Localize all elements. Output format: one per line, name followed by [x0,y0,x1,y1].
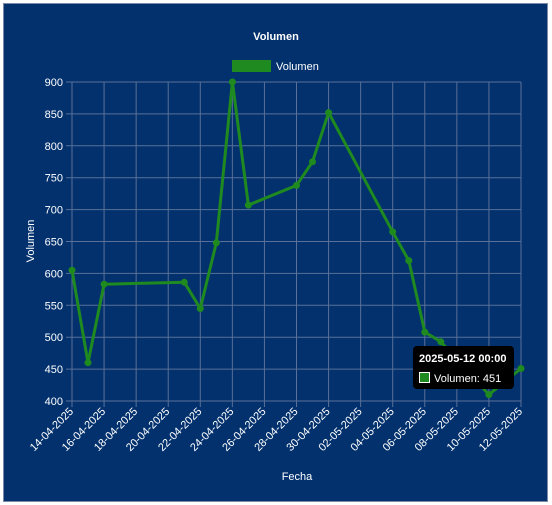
data-point[interactable] [405,257,413,265]
grid [66,81,522,407]
data-point[interactable] [485,391,493,399]
y-tick-label: 450 [45,364,63,376]
legend-label: Volumen [276,61,319,73]
y-axis-title: Volumen [25,220,37,263]
y-tick-label: 700 [45,205,63,217]
data-point[interactable] [421,328,429,336]
y-tick-label: 650 [45,237,63,249]
y-tick-label: 750 [45,173,63,185]
y-tick-label: 850 [45,109,63,121]
data-point[interactable] [180,278,188,286]
tooltip-swatch [419,372,430,383]
series-volumen[interactable] [68,78,525,399]
data-point[interactable] [196,305,204,312]
legend-swatch [232,60,271,72]
data-point[interactable] [309,158,316,166]
data-point[interactable] [517,365,525,372]
y-tick-label: 550 [45,300,63,312]
tooltip-box [413,346,514,389]
data-point[interactable] [228,78,236,86]
y-tick-label: 500 [45,332,63,344]
tooltip-label: Volumen: 451 [434,373,501,385]
y-tick-label: 900 [45,77,63,89]
x-axis-title: Fecha [282,471,313,483]
data-point[interactable] [325,109,333,117]
data-point[interactable] [68,266,76,274]
y-tick-label: 600 [45,268,63,280]
chart-title: Volumen [253,31,299,43]
y-tick-label: 400 [45,396,63,408]
data-point[interactable] [293,181,300,189]
y-axis-ticks: 400 450 500 550 600 650 700 750 800 850 900 [45,77,63,408]
legend[interactable]: Volumen [232,60,319,73]
data-point[interactable] [212,239,220,247]
data-point[interactable] [100,280,108,288]
x-axis-ticks: 14-04-202516-04-202518-04-202520-04-2025… [28,406,525,454]
y-tick-label: 800 [45,141,63,153]
data-point[interactable] [244,201,252,209]
data-point[interactable] [437,338,445,346]
data-point[interactable] [84,359,92,367]
tooltip: 2025-05-12 00:00 Volumen: 451 [413,346,514,389]
tooltip-title: 2025-05-12 00:00 [419,353,506,365]
data-point[interactable] [389,228,397,236]
